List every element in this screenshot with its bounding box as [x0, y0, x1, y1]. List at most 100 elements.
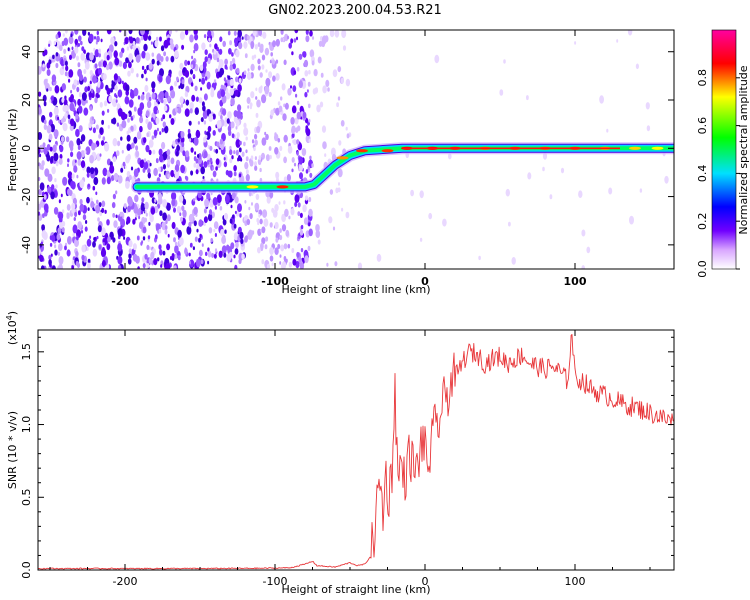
noise-speckle	[43, 119, 47, 125]
noise-speckle	[100, 248, 107, 258]
noise-speckle	[542, 166, 545, 172]
noise-speckle	[170, 89, 176, 99]
noise-speckle	[77, 42, 81, 47]
noise-speckle	[74, 238, 79, 248]
noise-speckle	[193, 49, 196, 54]
noise-speckle	[135, 213, 138, 218]
noise-speckle	[294, 117, 299, 125]
noise-speckle	[236, 67, 240, 74]
noise-speckle	[241, 253, 245, 260]
noise-speckle	[312, 88, 317, 95]
noise-speckle	[326, 262, 329, 267]
noise-speckle	[51, 166, 56, 175]
noise-speckle	[38, 188, 42, 196]
noise-speckle	[229, 218, 233, 224]
noise-speckle	[243, 70, 247, 75]
noise-speckle	[69, 96, 73, 103]
noise-speckle	[299, 229, 304, 236]
noise-speckle	[217, 90, 222, 99]
noise-speckle	[226, 118, 230, 124]
noise-speckle	[269, 255, 274, 262]
noise-speckle	[43, 194, 47, 200]
noise-speckle	[155, 117, 160, 125]
ridge-hotspot	[651, 146, 664, 150]
noise-speckle	[526, 95, 529, 101]
noise-speckle	[261, 259, 265, 265]
noise-speckle	[163, 105, 168, 112]
noise-speckle	[246, 35, 250, 41]
noise-speckle	[284, 33, 289, 42]
noise-speckle	[293, 70, 297, 75]
noise-speckle	[99, 153, 102, 157]
noise-speckle	[478, 255, 481, 261]
noise-speckle	[332, 226, 336, 231]
noise-speckle	[114, 84, 118, 92]
noise-speckle	[117, 140, 121, 147]
noise-speckle	[99, 211, 102, 217]
noise-speckle	[174, 50, 179, 58]
noise-speckle	[117, 89, 123, 98]
noise-speckle	[216, 57, 220, 63]
noise-speckle	[135, 255, 140, 264]
noise-speckle	[71, 207, 75, 214]
noise-speckle	[141, 240, 144, 244]
noise-speckle	[83, 76, 87, 83]
noise-speckle	[76, 174, 79, 179]
noise-speckle	[261, 137, 267, 146]
noise-speckle	[307, 245, 311, 251]
noise-speckle	[86, 196, 90, 204]
noise-speckle	[345, 78, 351, 87]
noise-speckle	[125, 180, 130, 189]
noise-speckle	[64, 112, 68, 119]
noise-speckle	[66, 204, 71, 211]
noise-speckle	[42, 94, 47, 102]
noise-speckle	[281, 224, 287, 232]
noise-speckle	[269, 247, 274, 255]
noise-speckle	[184, 175, 188, 180]
noise-speckle	[246, 97, 251, 104]
noise-speckle	[70, 151, 74, 158]
noise-speckle	[43, 101, 47, 107]
noise-speckle	[255, 193, 260, 200]
noise-speckle	[254, 44, 258, 50]
noise-speckle	[67, 236, 72, 245]
noise-speckle	[266, 263, 271, 269]
noise-speckle	[147, 235, 151, 240]
noise-speckle	[72, 224, 78, 234]
noise-speckle	[316, 104, 321, 113]
colorbar-label: Normalized spectral amplitude	[737, 65, 750, 234]
noise-speckle	[140, 30, 145, 36]
noise-speckle	[244, 236, 248, 243]
noise-speckle	[113, 220, 118, 229]
noise-speckle	[208, 227, 213, 234]
noise-speckle	[210, 87, 215, 94]
noise-speckle	[45, 78, 48, 83]
noise-speckle	[92, 248, 98, 257]
noise-speckle	[78, 92, 82, 98]
noise-speckle	[111, 175, 115, 181]
noise-speckle	[198, 78, 201, 83]
colorbar-tick-label: 0.4	[696, 165, 709, 183]
ridge-hotspot	[629, 146, 641, 150]
noise-speckle	[238, 77, 242, 84]
noise-speckle	[114, 93, 117, 98]
noise-speckle	[254, 156, 257, 161]
noise-speckle	[93, 47, 96, 52]
noise-speckle	[198, 219, 203, 227]
noise-speckle	[201, 42, 206, 51]
noise-speckle	[185, 99, 190, 106]
noise-speckle	[228, 48, 232, 55]
noise-speckle	[49, 86, 52, 92]
ridge-hotspot	[336, 156, 349, 160]
noise-speckle	[191, 94, 196, 102]
noise-speckle	[98, 202, 102, 208]
noise-speckle	[124, 165, 127, 169]
noise-speckle	[266, 196, 271, 204]
noise-speckle	[148, 62, 153, 70]
noise-speckle	[48, 43, 51, 47]
noise-speckle	[214, 248, 218, 253]
noise-speckle	[140, 35, 144, 41]
noise-speckle	[291, 127, 295, 134]
noise-speckle	[288, 42, 293, 49]
noise-speckle	[73, 79, 78, 86]
